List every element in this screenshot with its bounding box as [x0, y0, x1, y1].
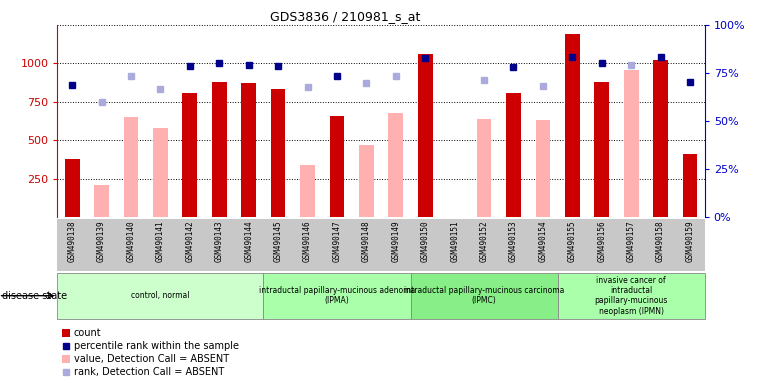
Text: GSM490146: GSM490146	[303, 220, 312, 262]
Bar	[270, 89, 286, 217]
Text: GSM490154: GSM490154	[538, 220, 548, 262]
Bar	[359, 145, 374, 217]
Bar	[94, 185, 109, 217]
Text: GSM490150: GSM490150	[421, 220, 430, 262]
Text: GSM490139: GSM490139	[97, 220, 106, 262]
Legend: count, percentile rank within the sample, value, Detection Call = ABSENT, rank, : count, percentile rank within the sample…	[62, 328, 239, 377]
Text: GSM490142: GSM490142	[185, 220, 195, 262]
Bar	[411, 273, 558, 319]
Bar	[506, 93, 521, 217]
Bar	[65, 159, 80, 217]
Bar	[535, 120, 550, 217]
Text: GSM490141: GSM490141	[156, 220, 165, 262]
Bar	[683, 154, 697, 217]
Bar	[329, 116, 344, 217]
Bar	[624, 70, 639, 217]
Bar	[558, 273, 705, 319]
Text: GSM490140: GSM490140	[126, 220, 136, 262]
Bar	[153, 128, 168, 217]
Text: GSM490138: GSM490138	[67, 220, 77, 262]
Bar	[241, 83, 256, 217]
Bar	[388, 113, 403, 217]
Text: GSM490157: GSM490157	[627, 220, 636, 262]
Bar	[212, 82, 227, 217]
Bar	[123, 117, 139, 217]
Text: GSM490158: GSM490158	[656, 220, 665, 262]
Text: intraductal papillary-mucinous adenoma
(IPMA): intraductal papillary-mucinous adenoma (…	[259, 286, 415, 305]
Bar	[565, 34, 580, 217]
Bar	[653, 60, 668, 217]
Bar	[300, 165, 315, 217]
Text: disease state: disease state	[2, 291, 67, 301]
Text: invasive cancer of
intraductal
papillary-mucinous
neoplasm (IPMN): invasive cancer of intraductal papillary…	[594, 276, 668, 316]
Text: GSM490144: GSM490144	[244, 220, 254, 262]
Bar	[418, 54, 433, 217]
Text: GSM490151: GSM490151	[450, 220, 459, 262]
Bar	[476, 119, 492, 217]
Text: GSM490149: GSM490149	[391, 220, 401, 262]
Bar	[594, 82, 609, 217]
Text: GSM490148: GSM490148	[362, 220, 371, 262]
Bar	[57, 273, 264, 319]
Text: GSM490156: GSM490156	[597, 220, 606, 262]
Text: control, normal: control, normal	[131, 291, 190, 300]
Text: GSM490143: GSM490143	[214, 220, 224, 262]
Text: GSM490155: GSM490155	[568, 220, 577, 262]
Bar	[264, 273, 411, 319]
Bar	[182, 93, 197, 217]
Text: GSM490147: GSM490147	[332, 220, 342, 262]
Text: intraductal papillary-mucinous carcinoma
(IPMC): intraductal papillary-mucinous carcinoma…	[404, 286, 565, 305]
Text: GDS3836 / 210981_s_at: GDS3836 / 210981_s_at	[270, 10, 420, 23]
Text: GSM490145: GSM490145	[273, 220, 283, 262]
Text: GSM490159: GSM490159	[686, 220, 695, 262]
Text: GSM490152: GSM490152	[480, 220, 489, 262]
Text: GSM490153: GSM490153	[509, 220, 518, 262]
